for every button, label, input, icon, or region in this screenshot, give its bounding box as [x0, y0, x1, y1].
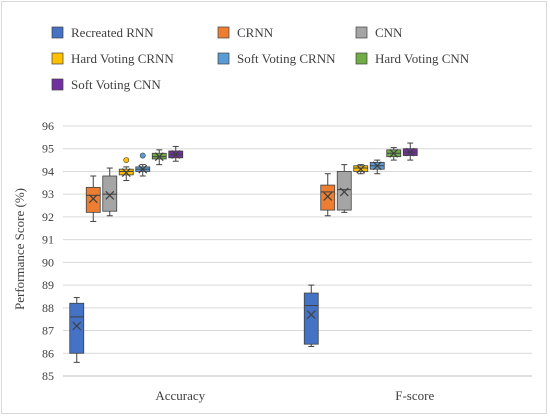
legend-item: CNN	[355, 25, 403, 40]
box-recreated-rnn	[69, 297, 85, 363]
y-tick-label: 87	[42, 324, 54, 338]
y-tick-label: 89	[42, 278, 54, 292]
mean-marker	[389, 148, 399, 158]
mean-marker	[306, 310, 316, 320]
boxes	[69, 142, 418, 363]
mean-marker	[339, 187, 349, 197]
legend-label: Hard Voting CRNN	[71, 51, 174, 66]
legend-label: Soft Voting CNN	[71, 77, 161, 92]
mean-marker	[405, 147, 415, 157]
box-cnn	[336, 164, 352, 213]
legend-swatch	[51, 78, 64, 91]
x-tick-label: Accuracy	[155, 388, 205, 403]
box-cnn	[102, 167, 118, 217]
box-soft-voting-crnn	[369, 159, 385, 175]
box-hard-voting-cnn	[151, 149, 167, 166]
legend-swatch	[51, 52, 64, 65]
y-tick-label: 90	[42, 255, 54, 269]
box-body	[320, 184, 336, 211]
outlier-point	[139, 152, 146, 159]
mean-marker	[323, 192, 333, 201]
box-body	[69, 302, 85, 354]
y-tick-label: 96	[42, 119, 54, 133]
y-tick-label: 93	[42, 187, 54, 201]
x-tick-label: F-score	[395, 388, 434, 403]
box-hard-voting-crnn	[118, 157, 134, 182]
legend-label: CNN	[375, 25, 403, 40]
y-tick-label: 85	[42, 369, 54, 383]
legend-label: Recreated RNN	[71, 25, 154, 40]
legend-item: Hard Voting CRNN	[51, 51, 174, 66]
box-hard-voting-crnn	[353, 164, 369, 175]
legend-swatch	[355, 26, 368, 39]
y-tick-label: 88	[42, 301, 54, 315]
axes: 85 86 87 88 89 90 91 92 93 94 95 96 Accuracy F-score	[42, 119, 532, 403]
mean-marker	[105, 190, 115, 200]
legend-item: Recreated RNN	[51, 25, 154, 40]
mean-marker	[356, 164, 366, 174]
y-tick-label: 95	[42, 142, 54, 156]
legend-swatch	[51, 26, 64, 39]
legend-label: Soft Voting CRNN	[237, 51, 336, 66]
mean-marker	[372, 161, 382, 171]
box-body	[336, 171, 352, 211]
mean-marker	[121, 168, 131, 178]
legend-item: Soft Voting CNN	[51, 77, 161, 92]
box-body	[102, 175, 118, 212]
mean-marker	[88, 194, 98, 204]
legend: Recreated RNN CRNN CNN Hard Voting CRNN Soft…	[51, 25, 470, 92]
box-soft-voting-cnn	[168, 145, 184, 162]
legend-swatch	[355, 52, 368, 65]
box-hard-voting-cnn	[386, 147, 402, 161]
box-body	[85, 186, 101, 213]
y-tick-label: 92	[42, 210, 54, 224]
box-crnn	[85, 175, 101, 222]
box-crnn	[320, 173, 336, 217]
y-tick-label: 91	[42, 233, 54, 247]
legend-swatch	[217, 52, 230, 65]
mean-marker	[138, 164, 148, 174]
box-body	[303, 292, 319, 345]
mean-marker	[154, 152, 164, 162]
y-tick-label: 86	[42, 346, 54, 360]
legend-item: CRNN	[217, 25, 274, 40]
legend-label: Hard Voting CNN	[375, 51, 470, 66]
y-tick-label: 94	[42, 164, 54, 178]
box-recreated-rnn	[303, 284, 319, 347]
legend-swatch	[217, 26, 230, 39]
mean-marker	[72, 321, 82, 331]
outlier-point	[123, 157, 130, 163]
legend-item: Soft Voting CRNN	[217, 51, 336, 66]
legend-label: CRNN	[237, 25, 274, 40]
box-soft-voting-cnn	[402, 142, 418, 161]
box-soft-voting-crnn	[135, 152, 151, 177]
gridlines	[63, 125, 532, 377]
mean-marker	[171, 149, 181, 159]
y-axis-label: Performance Score (%)	[12, 188, 27, 310]
legend-item: Hard Voting CNN	[355, 51, 470, 66]
